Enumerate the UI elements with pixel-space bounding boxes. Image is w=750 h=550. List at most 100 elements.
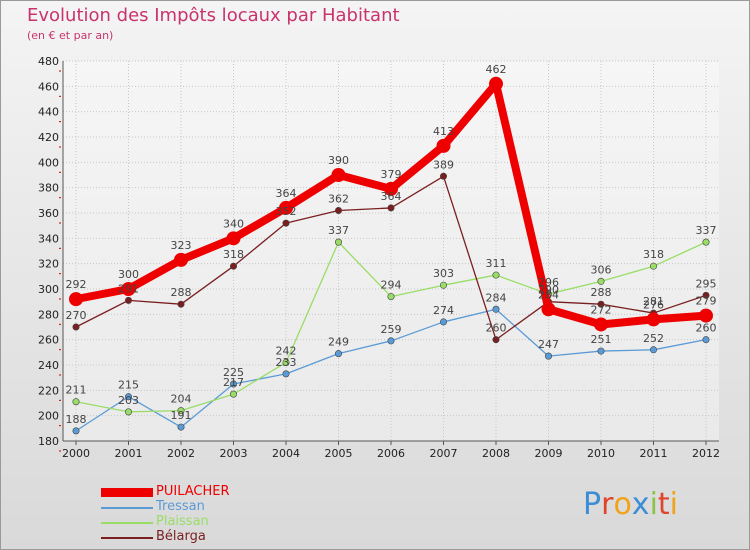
data-point-puilacher (489, 76, 503, 91)
data-label: 300 (118, 268, 139, 281)
data-label: 292 (66, 278, 87, 291)
data-point-puilacher (279, 200, 293, 215)
data-point-belarga (125, 296, 133, 304)
data-label: 318 (643, 248, 664, 261)
data-label: 272 (591, 303, 612, 316)
data-label: 323 (171, 239, 192, 252)
legend-label: Plaissan (156, 514, 209, 529)
data-label: 225 (223, 366, 244, 379)
data-point-belarga (492, 336, 500, 344)
y-tick-label: 360 (38, 207, 59, 220)
data-label: 204 (171, 393, 192, 406)
data-point-tressan (177, 423, 185, 431)
logo-letter: i (669, 487, 679, 522)
data-point-tressan (387, 337, 395, 345)
data-label: 288 (591, 286, 612, 299)
data-label: 279 (696, 295, 717, 308)
data-point-tressan (649, 346, 657, 354)
data-point-plaissan (125, 408, 133, 416)
x-tick-label: 2002 (167, 447, 195, 460)
data-point-puilacher (174, 252, 188, 267)
data-label: 364 (381, 190, 402, 203)
data-point-puilacher (646, 312, 661, 327)
data-label: 379 (381, 168, 402, 181)
data-point-tressan (125, 393, 133, 401)
data-point-tressan (597, 347, 605, 355)
data-labels-layer: 188 215 191 225 233 249 259 274 284 247 251 252 260 2… (66, 63, 717, 426)
x-tick-label: 2007 (430, 447, 458, 460)
logo-letter: t (657, 487, 670, 522)
data-point-plaissan (230, 390, 238, 398)
y-tick-label: 440 (38, 106, 59, 119)
legend-label: PUILACHER (156, 484, 230, 499)
data-point-tressan (492, 305, 500, 313)
y-tick-label: 180 (38, 435, 59, 448)
data-label: 284 (486, 291, 507, 304)
y-tick-label: 220 (38, 384, 59, 397)
data-point-tressan (439, 318, 447, 326)
data-label: 274 (433, 304, 454, 317)
y-tick-label: 240 (38, 359, 59, 372)
data-label: 249 (328, 336, 349, 349)
data-label: 281 (643, 295, 664, 308)
data-point-tressan (230, 380, 238, 388)
x-tick-label: 2011 (640, 447, 668, 460)
legend-swatch (101, 507, 153, 509)
logo-letter: P (583, 487, 602, 522)
data-label: 191 (171, 409, 192, 422)
data-label: 217 (223, 376, 244, 389)
logo-letter: x (631, 487, 650, 522)
data-label: 188 (66, 413, 87, 426)
data-point-tressan (72, 427, 80, 435)
data-point-belarga (439, 172, 447, 180)
data-label: 203 (118, 394, 139, 407)
data-label: 337 (328, 224, 349, 237)
data-label: 251 (591, 333, 612, 346)
y-tick-label: 280 (38, 308, 59, 321)
logo-letter: r (601, 487, 614, 522)
logo-letter: o (613, 487, 632, 522)
data-point-plaissan (282, 358, 290, 366)
data-point-belarga (230, 262, 238, 270)
data-point-plaissan (334, 238, 342, 246)
x-tick-label: 2009 (535, 447, 563, 460)
data-point-belarga (597, 300, 605, 308)
y-tick-label: 200 (38, 410, 59, 423)
data-label: 352 (276, 205, 297, 218)
data-point-plaissan (597, 277, 605, 285)
data-label: 364 (276, 187, 297, 200)
data-point-tressan (282, 370, 290, 378)
x-tick-label: 2010 (587, 447, 615, 460)
data-label: 296 (538, 276, 559, 289)
data-label: 260 (696, 322, 717, 335)
data-point-plaissan (439, 281, 447, 289)
x-tick-label: 2012 (692, 447, 720, 460)
x-tick-label: 2008 (482, 447, 510, 460)
data-point-puilacher (331, 168, 346, 182)
data-point-puilacher (541, 302, 556, 317)
data-label: 260 (486, 322, 507, 335)
x-tick-label: 2005 (325, 447, 353, 460)
data-label: 390 (328, 154, 349, 167)
y-tick-label: 340 (38, 232, 59, 245)
data-point-puilacher (699, 308, 713, 323)
x-tick-label: 2004 (272, 447, 300, 460)
x-tick-label: 2003 (220, 447, 248, 460)
data-label: 290 (538, 284, 559, 297)
data-label: 288 (171, 286, 192, 299)
legend-label: Tressan (156, 499, 205, 514)
chart-title: Evolution des Impôts locaux par Habitant (27, 5, 400, 26)
data-label: 389 (433, 158, 454, 171)
data-label: 340 (223, 217, 244, 230)
x-tick-label: 2000 (62, 447, 90, 460)
data-point-plaissan (492, 271, 500, 279)
data-point-puilacher (436, 138, 451, 153)
data-label: 233 (276, 356, 297, 369)
data-label: 303 (433, 267, 454, 280)
data-label: 284 (538, 288, 559, 301)
data-point-belarga (177, 300, 185, 308)
data-point-plaissan (387, 293, 395, 301)
data-point-belarga (282, 219, 290, 227)
y-tick-label: 460 (38, 80, 59, 93)
logo-letter: i (649, 487, 658, 522)
